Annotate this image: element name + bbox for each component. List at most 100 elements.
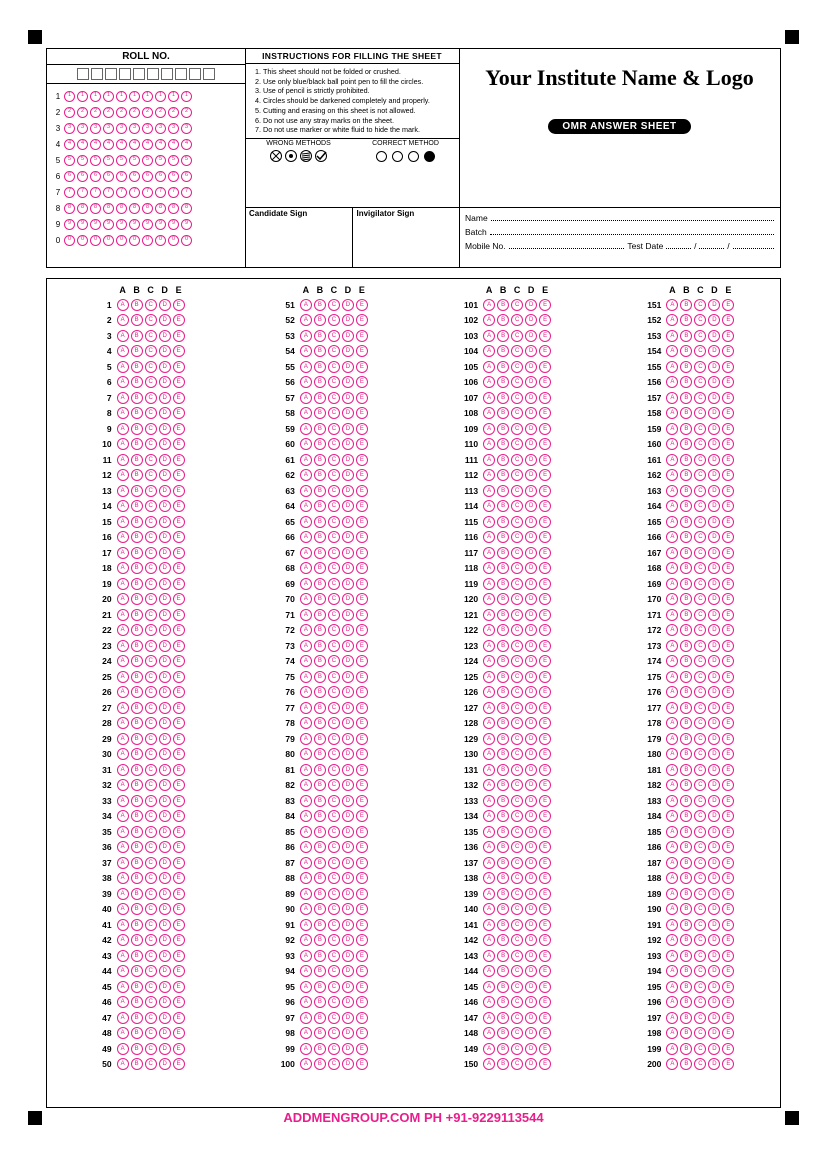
answer-bubble[interactable]: D — [159, 485, 171, 497]
answer-bubble[interactable]: A — [666, 469, 678, 481]
answer-bubble[interactable]: D — [159, 407, 171, 419]
roll-bubble[interactable]: 3 — [142, 123, 153, 134]
answer-bubble[interactable]: C — [328, 624, 340, 636]
answer-bubble[interactable]: B — [680, 748, 692, 760]
answer-bubble[interactable]: A — [300, 826, 312, 838]
answer-bubble[interactable]: E — [539, 454, 551, 466]
answer-bubble[interactable]: A — [117, 764, 129, 776]
answer-bubble[interactable]: B — [131, 330, 143, 342]
answer-bubble[interactable]: D — [159, 578, 171, 590]
answer-bubble[interactable]: D — [525, 996, 537, 1008]
answer-bubble[interactable]: E — [539, 299, 551, 311]
answer-bubble[interactable]: D — [159, 547, 171, 559]
answer-bubble[interactable]: A — [483, 562, 495, 574]
answer-bubble[interactable]: D — [525, 516, 537, 528]
roll-bubble[interactable]: 8 — [90, 203, 101, 214]
answer-bubble[interactable]: E — [356, 702, 368, 714]
answer-bubble[interactable]: E — [356, 609, 368, 621]
answer-bubble[interactable]: D — [159, 562, 171, 574]
answer-bubble[interactable]: D — [342, 485, 354, 497]
answer-bubble[interactable]: A — [666, 795, 678, 807]
answer-bubble[interactable]: B — [497, 454, 509, 466]
answer-bubble[interactable]: B — [314, 779, 326, 791]
answer-bubble[interactable]: E — [356, 516, 368, 528]
answer-bubble[interactable]: D — [708, 903, 720, 915]
answer-bubble[interactable]: A — [300, 919, 312, 931]
answer-bubble[interactable]: B — [680, 438, 692, 450]
answer-bubble[interactable]: D — [159, 748, 171, 760]
answer-bubble[interactable]: B — [497, 981, 509, 993]
roll-bubble[interactable]: 3 — [168, 123, 179, 134]
roll-digit-cell[interactable] — [119, 68, 131, 80]
answer-bubble[interactable]: D — [159, 702, 171, 714]
answer-bubble[interactable]: B — [680, 996, 692, 1008]
answer-bubble[interactable]: D — [342, 562, 354, 574]
answer-bubble[interactable]: E — [356, 981, 368, 993]
roll-bubble[interactable]: 7 — [155, 187, 166, 198]
answer-bubble[interactable]: D — [525, 438, 537, 450]
answer-bubble[interactable]: D — [342, 407, 354, 419]
answer-bubble[interactable]: A — [300, 702, 312, 714]
answer-bubble[interactable]: D — [159, 919, 171, 931]
answer-bubble[interactable]: E — [539, 764, 551, 776]
answer-bubble[interactable]: A — [666, 934, 678, 946]
answer-bubble[interactable]: E — [539, 438, 551, 450]
answer-bubble[interactable]: B — [497, 609, 509, 621]
answer-bubble[interactable]: A — [117, 562, 129, 574]
answer-bubble[interactable]: A — [300, 903, 312, 915]
answer-bubble[interactable]: C — [511, 624, 523, 636]
answer-bubble[interactable]: E — [356, 950, 368, 962]
answer-bubble[interactable]: A — [666, 407, 678, 419]
answer-bubble[interactable]: B — [680, 810, 692, 822]
answer-bubble[interactable]: E — [356, 748, 368, 760]
answer-bubble[interactable]: A — [300, 438, 312, 450]
answer-bubble[interactable]: C — [694, 500, 706, 512]
answer-bubble[interactable]: B — [497, 872, 509, 884]
answer-bubble[interactable]: B — [314, 345, 326, 357]
answer-bubble[interactable]: B — [314, 950, 326, 962]
answer-bubble[interactable]: A — [117, 299, 129, 311]
answer-bubble[interactable]: D — [708, 857, 720, 869]
answer-bubble[interactable]: A — [666, 748, 678, 760]
answer-bubble[interactable]: B — [680, 562, 692, 574]
answer-bubble[interactable]: E — [539, 996, 551, 1008]
answer-bubble[interactable]: C — [328, 733, 340, 745]
answer-bubble[interactable]: C — [328, 609, 340, 621]
answer-bubble[interactable]: D — [342, 919, 354, 931]
roll-bubble[interactable]: 7 — [168, 187, 179, 198]
roll-bubble[interactable]: 1 — [116, 91, 127, 102]
answer-bubble[interactable]: E — [173, 671, 185, 683]
answer-bubble[interactable]: E — [722, 578, 734, 590]
answer-bubble[interactable]: B — [497, 624, 509, 636]
answer-bubble[interactable]: D — [159, 717, 171, 729]
answer-bubble[interactable]: E — [722, 423, 734, 435]
answer-bubble[interactable]: B — [131, 547, 143, 559]
answer-bubble[interactable]: A — [300, 934, 312, 946]
answer-bubble[interactable]: B — [497, 857, 509, 869]
answer-bubble[interactable]: E — [722, 640, 734, 652]
answer-bubble[interactable]: E — [173, 547, 185, 559]
answer-bubble[interactable]: C — [511, 1027, 523, 1039]
answer-bubble[interactable]: E — [722, 361, 734, 373]
answer-bubble[interactable]: C — [328, 361, 340, 373]
answer-bubble[interactable]: E — [722, 531, 734, 543]
answer-bubble[interactable]: B — [497, 438, 509, 450]
answer-bubble[interactable]: A — [483, 1058, 495, 1070]
answer-bubble[interactable]: C — [511, 686, 523, 698]
answer-bubble[interactable]: B — [680, 624, 692, 636]
answer-bubble[interactable]: E — [356, 423, 368, 435]
answer-bubble[interactable]: D — [525, 469, 537, 481]
answer-bubble[interactable]: C — [328, 841, 340, 853]
answer-bubble[interactable]: E — [539, 624, 551, 636]
answer-bubble[interactable]: B — [680, 345, 692, 357]
answer-bubble[interactable]: E — [173, 1058, 185, 1070]
answer-bubble[interactable]: B — [497, 810, 509, 822]
answer-bubble[interactable]: A — [666, 826, 678, 838]
answer-bubble[interactable]: B — [680, 919, 692, 931]
answer-bubble[interactable]: C — [511, 361, 523, 373]
answer-bubble[interactable]: D — [525, 547, 537, 559]
answer-bubble[interactable]: D — [342, 361, 354, 373]
answer-bubble[interactable]: D — [708, 1012, 720, 1024]
answer-bubble[interactable]: C — [145, 671, 157, 683]
answer-bubble[interactable]: D — [159, 996, 171, 1008]
